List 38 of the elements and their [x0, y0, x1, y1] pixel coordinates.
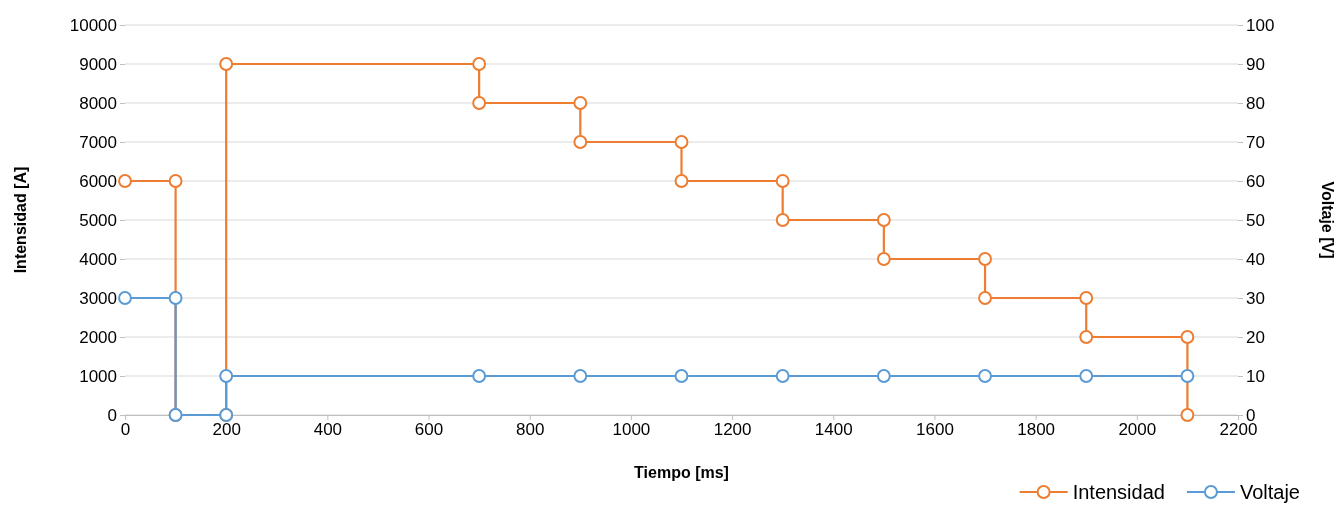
y-tick-label: 7000: [79, 132, 117, 152]
y-axis-title: Intensidad [A]: [12, 166, 29, 274]
x-tick-label: 1800: [1017, 420, 1056, 440]
x-tick-label: 1600: [916, 420, 954, 440]
y-tick-label: 9000: [79, 54, 117, 74]
y2-tick-label: 40: [1246, 249, 1265, 269]
y-tick-label: 5000: [79, 210, 117, 230]
y-tick-label: 4000: [79, 249, 117, 269]
y2-axis-title: Voltaje [V]: [1319, 181, 1336, 259]
y2-tick-label: 90: [1246, 54, 1265, 74]
x-axis-title: Tiempo [ms]: [634, 464, 729, 481]
y2-tick-label: 80: [1246, 93, 1265, 113]
y2-tick-label: 10: [1246, 366, 1265, 386]
y2-tick-label: 50: [1246, 210, 1265, 230]
legend-label: Voltaje: [1239, 481, 1300, 503]
x-tick-label: 1200: [713, 420, 752, 440]
x-tick-label: 600: [414, 420, 444, 440]
y-tick-label: 10000: [69, 15, 117, 35]
legend-label: Intensidad: [1072, 481, 1165, 503]
x-tick-label: 200: [212, 420, 241, 440]
y2-tick-label: 70: [1246, 132, 1265, 152]
y2-tick-label: 20: [1246, 327, 1265, 347]
x-tick-label: 1400: [814, 420, 853, 440]
x-tick-label: 400: [313, 420, 343, 440]
x-tick-label: 800: [516, 420, 545, 440]
y2-tick-label: 60: [1246, 171, 1265, 191]
y-tick-label: 6000: [79, 171, 117, 191]
y-tick-label: 1000: [79, 366, 117, 386]
x-tick-label: 1000: [612, 420, 651, 440]
y2-tick-label: 100: [1246, 15, 1275, 35]
x-tick-label: 2000: [1118, 420, 1157, 440]
y-tick-label: 0: [107, 405, 117, 425]
x-tick-label: 0: [120, 420, 131, 440]
y-tick-label: 8000: [79, 93, 117, 113]
x-tick-label: 2200: [1219, 420, 1258, 440]
y-tick-label: 2000: [79, 327, 117, 347]
y-tick-label: 3000: [79, 288, 117, 308]
y2-tick-label: 30: [1246, 288, 1265, 308]
